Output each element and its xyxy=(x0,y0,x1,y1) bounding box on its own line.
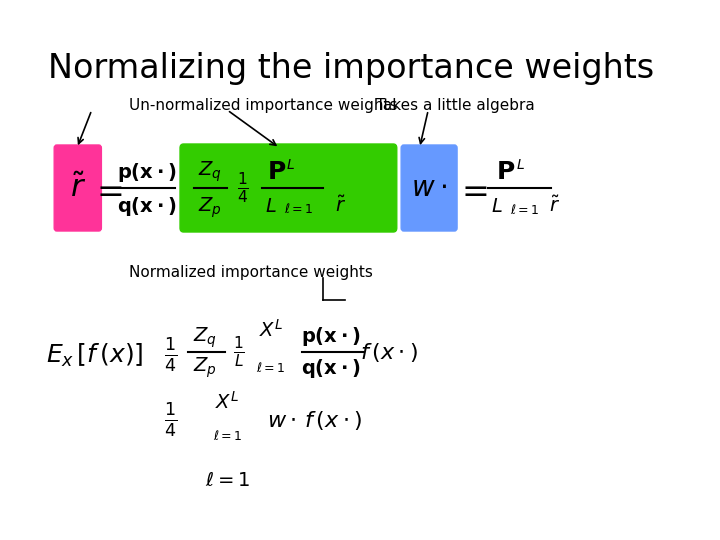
Text: $\mathbf{P}$: $\mathbf{P}$ xyxy=(266,160,286,184)
Text: $=$: $=$ xyxy=(456,173,488,206)
Text: $\ell=1$: $\ell=1$ xyxy=(510,203,539,217)
Text: $\mathbf{q(x\cdot)}$: $\mathbf{q(x\cdot)}$ xyxy=(300,356,360,380)
Text: $\ell=1$: $\ell=1$ xyxy=(204,470,250,489)
Text: $=$: $=$ xyxy=(90,173,123,206)
Text: $w\cdot$: $w\cdot$ xyxy=(411,174,447,202)
Text: $\frac{1}{4}$: $\frac{1}{4}$ xyxy=(164,336,177,374)
FancyBboxPatch shape xyxy=(180,144,397,232)
Text: $Z_p$: $Z_p$ xyxy=(194,356,217,380)
Text: Normalizing the importance weights: Normalizing the importance weights xyxy=(48,52,654,85)
Text: $\frac{1}{4}$: $\frac{1}{4}$ xyxy=(237,171,249,206)
Text: $\mathbf{q(x\cdot)}$: $\mathbf{q(x\cdot)}$ xyxy=(117,195,176,219)
Text: Normalized importance weights: Normalized importance weights xyxy=(130,265,373,280)
Text: $\frac{1}{L}$: $\frac{1}{L}$ xyxy=(233,334,245,369)
Text: $Z_p$: $Z_p$ xyxy=(198,195,222,220)
Text: $X^L$: $X^L$ xyxy=(215,391,239,413)
Text: $X^L$: $X^L$ xyxy=(258,319,283,341)
Text: $L$: $L$ xyxy=(516,158,524,172)
Text: $\frac{1}{4}$: $\frac{1}{4}$ xyxy=(164,401,177,439)
Text: $\tilde{r}$: $\tilde{r}$ xyxy=(70,173,86,202)
FancyBboxPatch shape xyxy=(54,145,102,231)
Text: $\ell=1$: $\ell=1$ xyxy=(284,202,314,216)
Text: $L$: $L$ xyxy=(490,197,503,215)
Text: $L$: $L$ xyxy=(286,158,294,172)
Text: $\ell=1$: $\ell=1$ xyxy=(212,429,242,443)
Text: $L$: $L$ xyxy=(265,197,276,215)
Text: $\mathbf{p(x\cdot)}$: $\mathbf{p(x\cdot)}$ xyxy=(117,161,176,185)
Text: $\mathbf{p(x\cdot)}$: $\mathbf{p(x\cdot)}$ xyxy=(300,326,360,348)
Text: $\tilde{r}$: $\tilde{r}$ xyxy=(336,196,346,216)
Text: $\mathbf{P}$: $\mathbf{P}$ xyxy=(495,160,515,184)
Text: $E_x\,[f\,(x)]$: $E_x\,[f\,(x)]$ xyxy=(45,341,143,369)
FancyBboxPatch shape xyxy=(401,145,457,231)
Text: Takes a little algebra: Takes a little algebra xyxy=(376,98,534,113)
Text: $w\cdot\,f\,(x\cdot)$: $w\cdot\,f\,(x\cdot)$ xyxy=(267,408,362,431)
Text: Un-normalized importance weights: Un-normalized importance weights xyxy=(130,98,398,113)
Text: $Z_q$: $Z_q$ xyxy=(198,160,222,184)
Text: $Z_q$: $Z_q$ xyxy=(194,326,217,350)
Text: $f\,(x\cdot)$: $f\,(x\cdot)$ xyxy=(360,341,418,363)
Text: $\ell=1$: $\ell=1$ xyxy=(256,361,286,375)
Text: $\tilde{r}$: $\tilde{r}$ xyxy=(549,196,560,216)
